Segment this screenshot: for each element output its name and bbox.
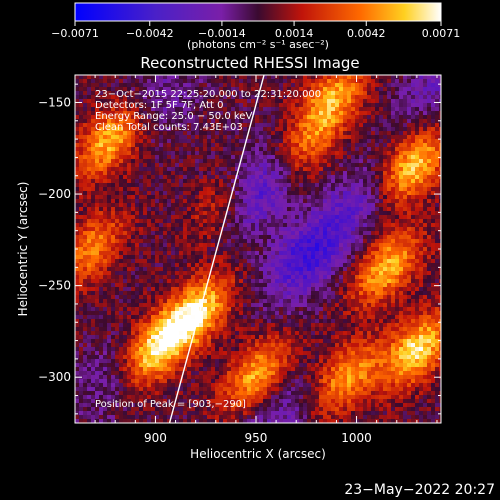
annotation-detectors: Detectors: 1F 5F 7F, Att 0 [95,100,223,111]
colorbar-unit-label: (photons cm⁻² s⁻¹ asec⁻²) [187,38,329,51]
chart-title: Reconstructed RHESSI Image [140,54,359,72]
axis-ticks: 900 950 1000 −150 −200 −250 −300 [38,75,441,445]
annotation-time-range: 23−Oct−2015 22:25:20.000 to 22:31:20.000 [95,89,321,100]
x-tick-label: 950 [245,431,268,445]
y-tick-label: −250 [38,279,71,293]
solar-limb-line [168,75,265,423]
y-tick-label: −300 [38,370,71,384]
colorbar-tick-label: 0.0014 [275,27,314,40]
y-axis-label: Heliocentric Y (arcsec) [16,182,30,317]
colorbar-tick-label: −0.0014 [198,27,246,40]
y-tick-label: −200 [38,187,71,201]
heatmap-pixels [75,75,441,423]
colorbar-tick-label: −0.0071 [51,27,99,40]
image-annotations: 23−Oct−2015 22:25:20.000 to 22:31:20.000… [95,89,321,410]
x-tick-label: 1000 [341,431,372,445]
x-axis-label: Heliocentric X (arcsec) [190,447,326,461]
annotation-method-counts: Clean Total counts: 7.43E+03 [95,122,243,133]
timestamp: 23−May−2022 20:27 [344,482,495,498]
colorbar-tick-label: 0.0071 [422,27,461,40]
colorbar-gradient [74,2,442,22]
annotation-peak-position: Position of Peak = [903,−290] [95,399,246,410]
colorbar-ticks: −0.0071 −0.0042 −0.0014 0.0014 0.0042 0.0071 [51,21,460,40]
annotation-energy-range: Energy Range: 25.0 − 50.0 keV [95,111,252,122]
colorbar-tick-label: 0.0042 [347,27,386,40]
y-tick-label: −150 [38,95,71,109]
x-tick-label: 900 [144,431,167,445]
colorbar: −0.0071 −0.0042 −0.0014 0.0014 0.0042 0.0071 … [51,2,460,51]
colorbar-tick-label: −0.0042 [126,27,174,40]
